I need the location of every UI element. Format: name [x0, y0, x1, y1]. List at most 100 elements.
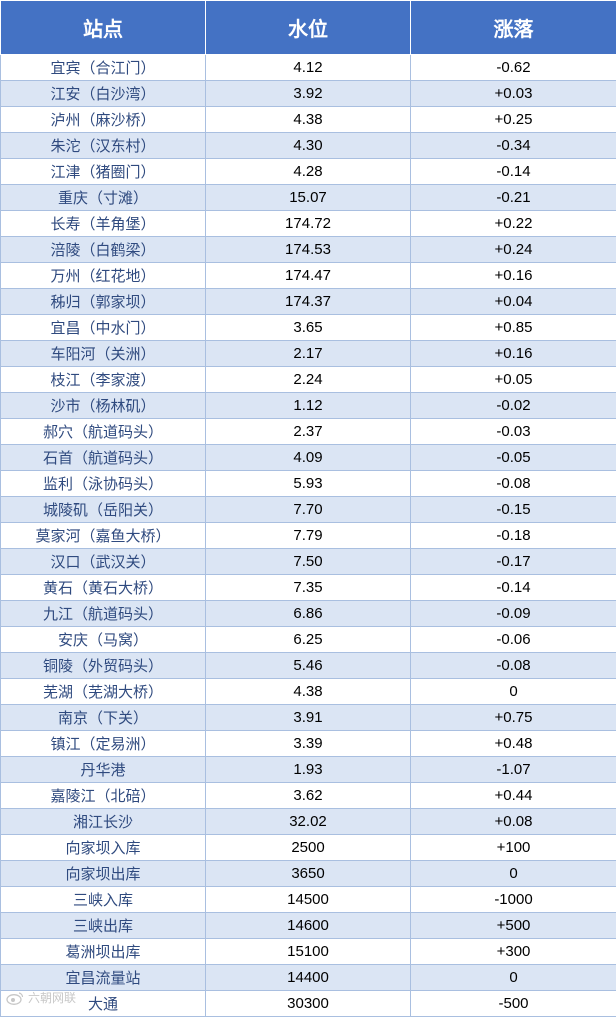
change-cell: -0.08	[411, 653, 616, 679]
table-row: 城陵矶（岳阳关）7.70-0.15	[1, 497, 616, 523]
change-cell: -0.15	[411, 497, 616, 523]
table-row: 宜宾（合江门）4.12-0.62	[1, 55, 616, 81]
change-cell: +0.04	[411, 289, 616, 315]
change-cell: +0.03	[411, 81, 616, 107]
station-cell: 城陵矶（岳阳关）	[1, 497, 206, 523]
header-level: 水位	[206, 1, 411, 55]
change-cell: +0.25	[411, 107, 616, 133]
change-cell: -0.14	[411, 575, 616, 601]
level-cell: 15.07	[206, 185, 411, 211]
table-row: 秭归（郭家坝）174.37+0.04	[1, 289, 616, 315]
table-row: 铜陵（外贸码头）5.46-0.08	[1, 653, 616, 679]
change-cell: +0.48	[411, 731, 616, 757]
level-cell: 1.93	[206, 757, 411, 783]
level-cell: 1.12	[206, 393, 411, 419]
station-cell: 向家坝入库	[1, 835, 206, 861]
level-cell: 174.37	[206, 289, 411, 315]
change-cell: -1000	[411, 887, 616, 913]
level-cell: 7.70	[206, 497, 411, 523]
level-cell: 7.50	[206, 549, 411, 575]
station-cell: 莫家河（嘉鱼大桥）	[1, 523, 206, 549]
station-cell: 秭归（郭家坝）	[1, 289, 206, 315]
level-cell: 174.72	[206, 211, 411, 237]
table-row: 黄石（黄石大桥）7.35-0.14	[1, 575, 616, 601]
header-change: 涨落	[411, 1, 616, 55]
station-cell: 郝穴（航道码头）	[1, 419, 206, 445]
level-cell: 4.09	[206, 445, 411, 471]
level-cell: 32.02	[206, 809, 411, 835]
table-row: 涪陵（白鹤梁）174.53+0.24	[1, 237, 616, 263]
change-cell: +300	[411, 939, 616, 965]
level-cell: 4.12	[206, 55, 411, 81]
level-cell: 2.17	[206, 341, 411, 367]
station-cell: 安庆（马窝）	[1, 627, 206, 653]
table-row: 江津（猪圈门）4.28-0.14	[1, 159, 616, 185]
change-cell: +0.16	[411, 341, 616, 367]
level-cell: 3650	[206, 861, 411, 887]
table-row: 长寿（羊角堡）174.72+0.22	[1, 211, 616, 237]
station-cell: 湘江长沙	[1, 809, 206, 835]
table-row: 沙市（杨林矶）1.12-0.02	[1, 393, 616, 419]
station-cell: 宜昌（中水门）	[1, 315, 206, 341]
table-row: 枝江（李家渡）2.24+0.05	[1, 367, 616, 393]
table-row: 重庆（寸滩）15.07-0.21	[1, 185, 616, 211]
change-cell: -0.62	[411, 55, 616, 81]
level-cell: 6.25	[206, 627, 411, 653]
table-row: 汉口（武汉关）7.50-0.17	[1, 549, 616, 575]
change-cell: +0.16	[411, 263, 616, 289]
station-cell: 丹华港	[1, 757, 206, 783]
level-cell: 3.65	[206, 315, 411, 341]
station-cell: 万州（红花地）	[1, 263, 206, 289]
weibo-logo-icon	[6, 991, 24, 1005]
change-cell: +0.08	[411, 809, 616, 835]
level-cell: 2500	[206, 835, 411, 861]
change-cell: 0	[411, 965, 616, 991]
level-cell: 14600	[206, 913, 411, 939]
change-cell: +0.22	[411, 211, 616, 237]
level-cell: 3.62	[206, 783, 411, 809]
table-row: 镇江（定易洲）3.39+0.48	[1, 731, 616, 757]
level-cell: 4.38	[206, 679, 411, 705]
level-cell: 7.79	[206, 523, 411, 549]
table-header: 站点 水位 涨落	[1, 1, 616, 55]
level-cell: 5.93	[206, 471, 411, 497]
station-cell: 三峡入库	[1, 887, 206, 913]
table-row: 郝穴（航道码头）2.37-0.03	[1, 419, 616, 445]
station-cell: 镇江（定易洲）	[1, 731, 206, 757]
change-cell: 0	[411, 861, 616, 887]
station-cell: 汉口（武汉关）	[1, 549, 206, 575]
change-cell: -0.08	[411, 471, 616, 497]
change-cell: +0.05	[411, 367, 616, 393]
station-cell: 泸州（麻沙桥）	[1, 107, 206, 133]
station-cell: 重庆（寸滩）	[1, 185, 206, 211]
table-row: 车阳河（关洲）2.17+0.16	[1, 341, 616, 367]
station-cell: 九江（航道码头）	[1, 601, 206, 627]
station-cell: 长寿（羊角堡）	[1, 211, 206, 237]
level-cell: 3.91	[206, 705, 411, 731]
table-row: 石首（航道码头）4.09-0.05	[1, 445, 616, 471]
change-cell: -0.34	[411, 133, 616, 159]
table-row: 朱沱（汉东村）4.30-0.34	[1, 133, 616, 159]
level-cell: 2.24	[206, 367, 411, 393]
table-row: 莫家河（嘉鱼大桥）7.79-0.18	[1, 523, 616, 549]
table-row: 嘉陵江（北碚）3.62+0.44	[1, 783, 616, 809]
station-cell: 向家坝出库	[1, 861, 206, 887]
station-cell: 枝江（李家渡）	[1, 367, 206, 393]
station-cell: 宜宾（合江门）	[1, 55, 206, 81]
table-row: 江安（白沙湾）3.92+0.03	[1, 81, 616, 107]
change-cell: -500	[411, 991, 616, 1017]
station-cell: 江安（白沙湾）	[1, 81, 206, 107]
level-cell: 6.86	[206, 601, 411, 627]
station-cell: 江津（猪圈门）	[1, 159, 206, 185]
station-cell: 车阳河（关洲）	[1, 341, 206, 367]
change-cell: +0.85	[411, 315, 616, 341]
station-cell: 嘉陵江（北碚）	[1, 783, 206, 809]
change-cell: -0.17	[411, 549, 616, 575]
watermark-text: 六朝网联	[28, 989, 76, 1006]
change-cell: -0.09	[411, 601, 616, 627]
